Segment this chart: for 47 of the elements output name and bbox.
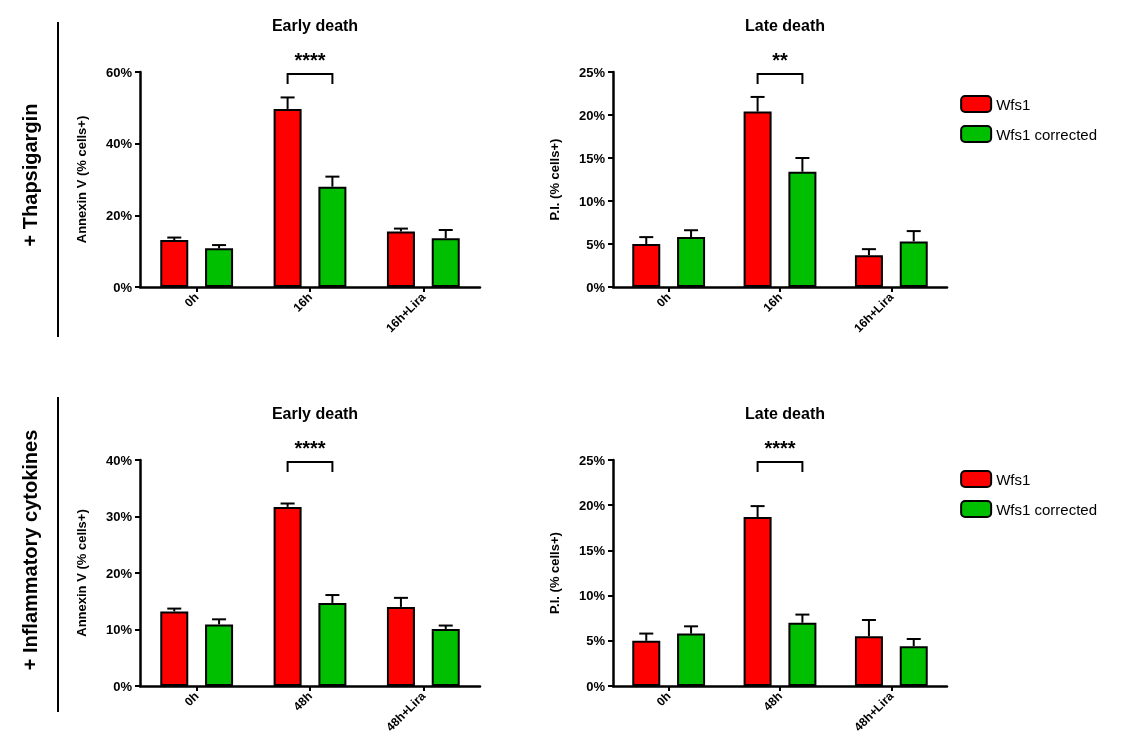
y-tick-label: 0% <box>586 279 606 295</box>
legend-label: Wfs1 corrected <box>996 125 1098 143</box>
y-tick-label: 5% <box>586 633 606 649</box>
y-tick-label: 0% <box>113 678 133 694</box>
y-tick-label: 20% <box>578 497 606 513</box>
y-tick-label: 25% <box>578 452 606 468</box>
x-tick-label: 0h <box>653 689 674 709</box>
x-tick-label: 0h <box>653 290 674 310</box>
legend-label: Wfs1 corrected <box>996 500 1098 518</box>
text: + Inflammatory cytokines <box>18 428 42 673</box>
text: **** <box>294 49 326 71</box>
y-tick-label: 60% <box>105 64 133 80</box>
y-tick-label: 30% <box>105 509 133 524</box>
y-tick-label: 15% <box>578 542 606 558</box>
y-tick-label: 0% <box>586 678 606 694</box>
chart-title: Early death <box>271 404 359 422</box>
x-tick-label: 48h <box>760 689 785 714</box>
y-tick-label: 10% <box>578 193 606 209</box>
y-axis-title: Annexin V (% cells+) <box>74 115 89 244</box>
x-tick-label: 16h <box>290 290 315 315</box>
y-tick-label: 20% <box>105 207 133 223</box>
x-tick-label: 48h <box>290 689 315 714</box>
y-axis-title: P.I. (% cells+) <box>547 138 562 221</box>
text: ** <box>772 49 788 71</box>
y-axis-title: Annexin V (% cells+) <box>74 509 89 637</box>
y-tick-label: 15% <box>578 150 606 166</box>
y-tick-label: 0% <box>113 279 133 295</box>
y-tick-label: 40% <box>105 136 133 152</box>
text: **** <box>294 437 326 459</box>
y-tick-label: 40% <box>105 452 133 468</box>
chart-title: Late death <box>744 16 826 34</box>
y-tick-label: 20% <box>105 565 133 581</box>
y-tick-label: 10% <box>578 588 606 604</box>
text: **** <box>764 437 796 459</box>
legend-label: Wfs1 <box>996 95 1031 113</box>
y-tick-label: 5% <box>586 236 606 252</box>
x-tick-label: 0h <box>181 689 202 709</box>
y-tick-label: 20% <box>578 107 606 123</box>
legend-label: Wfs1 <box>996 470 1031 488</box>
y-tick-label: 25% <box>578 64 606 80</box>
y-tick-label: 10% <box>105 622 133 637</box>
chart-title: Early death <box>271 16 359 34</box>
y-axis-title: P.I. (% cells+) <box>547 532 562 614</box>
chart-title: Late death <box>744 404 826 422</box>
x-tick-label: 16h <box>760 290 785 315</box>
x-tick-label: 0h <box>181 290 202 310</box>
text: + Thapsigargin <box>18 102 42 249</box>
